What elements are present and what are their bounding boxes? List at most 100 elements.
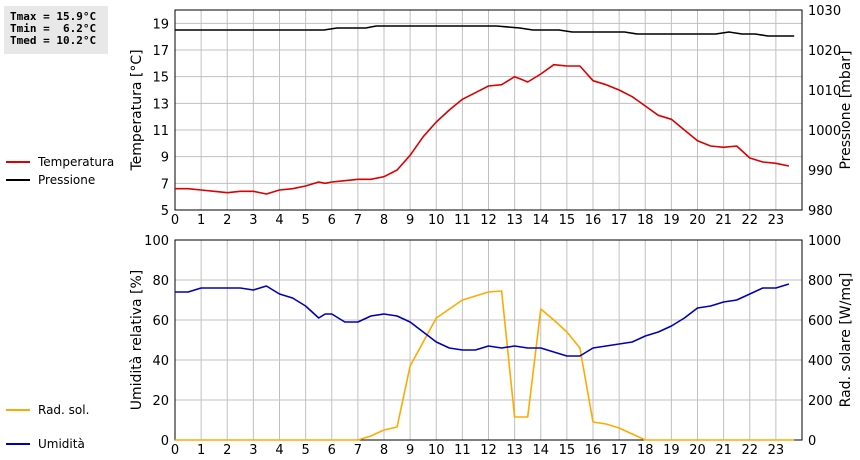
legend-swatch-temperature bbox=[6, 161, 30, 163]
panel2-y2-tick-label: 600 bbox=[808, 314, 833, 329]
legend-item-temperature: Temperatura bbox=[6, 154, 114, 170]
legend-label-humidity: Umidità bbox=[38, 437, 85, 451]
panel1-y2-tick-label: 1030 bbox=[808, 4, 841, 19]
panel1-x-tick-label: 10 bbox=[428, 213, 445, 228]
panel1-x-tick-label: 16 bbox=[585, 213, 602, 228]
panel2-y-tick-label: 40 bbox=[152, 354, 169, 369]
panel1-y2-tick-label: 1000 bbox=[808, 124, 841, 139]
panel2-y2-tick-label: 200 bbox=[808, 394, 833, 409]
panel2-x-tick-label: 16 bbox=[585, 443, 602, 458]
panel2-x-tick-label: 5 bbox=[301, 443, 309, 458]
panel1-y-tick-label: 15 bbox=[152, 71, 169, 86]
panel1-y-tick-label: 11 bbox=[152, 124, 169, 139]
panel2-x-tick-label: 8 bbox=[380, 443, 388, 458]
panel2-series-rad-sol bbox=[175, 290, 795, 441]
panel2-y2-tick-label: 1000 bbox=[808, 234, 841, 249]
panel1-y2-tick-label: 990 bbox=[808, 164, 833, 179]
legend-label-radiation: Rad. sol. bbox=[38, 403, 90, 417]
panel2-x-tick-label: 13 bbox=[506, 443, 523, 458]
legend-label-temperature: Temperatura bbox=[38, 155, 115, 169]
panel2-x-tick-label: 20 bbox=[689, 443, 706, 458]
panel1-x-tick-label: 12 bbox=[480, 213, 497, 228]
legend-item-radiation: Rad. sol. bbox=[6, 402, 89, 418]
panel1-x-tick-label: 4 bbox=[275, 213, 283, 228]
legend-label-pressure: Pressione bbox=[38, 173, 96, 187]
panel1-y2-tick-label: 1010 bbox=[808, 84, 841, 99]
panel2-x-tick-label: 17 bbox=[611, 443, 628, 458]
panel1-x-tick-label: 18 bbox=[637, 213, 654, 228]
panel1-x-tick-label: 5 bbox=[301, 213, 309, 228]
panel1-series-pressione bbox=[175, 25, 795, 37]
panel1-x-tick-label: 19 bbox=[663, 213, 680, 228]
panel2-y2-tick-label: 400 bbox=[808, 354, 833, 369]
panel1-y-tick-label: 19 bbox=[152, 17, 169, 32]
panel2-x-tick-label: 6 bbox=[328, 443, 336, 458]
panel2-x-tick-label: 22 bbox=[741, 443, 758, 458]
panel1-y-tick-label: 7 bbox=[161, 177, 169, 192]
panel2-y-tick-label: 60 bbox=[152, 314, 169, 329]
panel2-x-tick-label: 23 bbox=[768, 443, 785, 458]
panel1-y-tick-label: 5 bbox=[161, 204, 169, 219]
panel1-series-temperatura bbox=[175, 63, 790, 195]
panel1-x-tick-label: 14 bbox=[532, 213, 549, 228]
legend-item-humidity: Umidità bbox=[6, 436, 85, 452]
panel1-y2-tick-label: 980 bbox=[808, 204, 833, 219]
panel2-y-tick-label: 20 bbox=[152, 394, 169, 409]
panel2-x-tick-label: 12 bbox=[480, 443, 497, 458]
panel1-x-tick-label: 9 bbox=[406, 213, 414, 228]
panel2-x-tick-label: 2 bbox=[223, 443, 231, 458]
panel2-x-tick-label: 7 bbox=[354, 443, 362, 458]
panel2-x-tick-label: 18 bbox=[637, 443, 654, 458]
stats-box: Tmax = 15.9°C Tmin = 6.2°C Tmed = 10.2°C bbox=[4, 6, 108, 54]
panel2-x-tick-label: 11 bbox=[454, 443, 471, 458]
panel2-y-tick-label: 80 bbox=[152, 274, 169, 289]
panel2-x-tick-label: 3 bbox=[249, 443, 257, 458]
panel2-x-tick-label: 9 bbox=[406, 443, 414, 458]
stat-tmax: Tmax = 15.9°C bbox=[10, 10, 97, 23]
panel2-x-tick-label: 19 bbox=[663, 443, 680, 458]
panel2-y-axis-label: Umidità relativa [%] bbox=[129, 270, 145, 411]
legend-swatch-humidity bbox=[6, 443, 30, 445]
panel1-x-tick-label: 23 bbox=[768, 213, 785, 228]
panel1-x-tick-label: 7 bbox=[354, 213, 362, 228]
legend-swatch-radiation bbox=[6, 409, 30, 411]
panel1-y2-tick-label: 1020 bbox=[808, 44, 841, 59]
panel2-series-umidit bbox=[175, 283, 790, 357]
panel1-x-tick-label: 15 bbox=[559, 213, 576, 228]
panel1-y2-axis-label: Pressione [mbar] bbox=[838, 50, 854, 169]
panel2-y2-tick-label: 0 bbox=[808, 434, 816, 449]
stat-tmin: Tmin = 6.2°C bbox=[10, 22, 97, 35]
panel1-x-tick-label: 21 bbox=[715, 213, 732, 228]
stat-tmed: Tmed = 10.2°C bbox=[10, 34, 97, 47]
panel1-y-tick-label: 9 bbox=[161, 151, 169, 166]
panel1-y-tick-label: 17 bbox=[152, 44, 169, 59]
panel2-x-tick-label: 10 bbox=[428, 443, 445, 458]
panel2-x-tick-label: 1 bbox=[197, 443, 205, 458]
panel1-x-tick-label: 6 bbox=[328, 213, 336, 228]
panel2-x-tick-label: 21 bbox=[715, 443, 732, 458]
panel2-x-tick-label: 14 bbox=[532, 443, 549, 458]
panel1-y-axis-label: Temperatura [°C] bbox=[129, 49, 145, 171]
panel2-x-tick-label: 15 bbox=[559, 443, 576, 458]
panel2-y-tick-label: 100 bbox=[144, 234, 169, 249]
panel1-x-tick-label: 22 bbox=[741, 213, 758, 228]
legend-item-pressure: Pressione bbox=[6, 172, 95, 188]
panel1-x-tick-label: 8 bbox=[380, 213, 388, 228]
panel1-x-tick-label: 2 bbox=[223, 213, 231, 228]
panel2-y2-tick-label: 800 bbox=[808, 274, 833, 289]
panel2-x-tick-label: 0 bbox=[171, 443, 179, 458]
panel2-frame bbox=[174, 239, 803, 441]
panel1-x-tick-label: 0 bbox=[171, 213, 179, 228]
panel2-x-tick-label: 4 bbox=[275, 443, 283, 458]
panel1-x-tick-label: 13 bbox=[506, 213, 523, 228]
panel1-x-tick-label: 3 bbox=[249, 213, 257, 228]
panel2-y-tick-label: 0 bbox=[161, 434, 169, 449]
panel1-x-tick-label: 11 bbox=[454, 213, 471, 228]
panel1-frame bbox=[174, 9, 803, 211]
panel1-x-tick-label: 1 bbox=[197, 213, 205, 228]
panel1-x-tick-label: 20 bbox=[689, 213, 706, 228]
legend-swatch-pressure bbox=[6, 179, 30, 181]
panel1-y-tick-label: 13 bbox=[152, 97, 169, 112]
panel1-x-tick-label: 17 bbox=[611, 213, 628, 228]
